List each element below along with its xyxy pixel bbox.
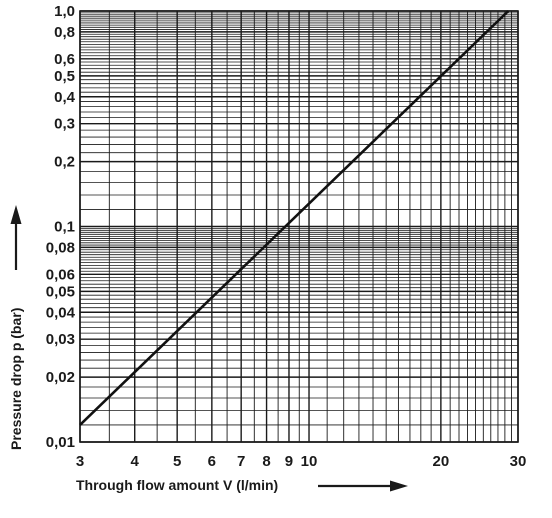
x-axis-label: Through flow amount V (l/min) <box>76 477 278 493</box>
x-tick-label: 6 <box>208 453 216 470</box>
x-tick-label: 4 <box>131 453 140 470</box>
x-tick-label: 5 <box>173 453 181 470</box>
series-layer <box>79 10 510 426</box>
x-tick-label: 20 <box>433 453 450 470</box>
y-tick-labels: 0,01 0,02 0,03 0,04 0,050,06 0,08 0,1 0,2 0,3 0,4… <box>46 3 76 451</box>
y-tick-label: 1,0 <box>54 3 75 20</box>
y-axis-arrow <box>10 205 22 270</box>
y-tick-label: 0,03 <box>46 331 75 348</box>
y-tick-label: 0,08 <box>46 239 75 256</box>
x-tick-label: 10 <box>301 453 318 470</box>
y-tick-label: 0,3 <box>54 116 75 133</box>
y-tick-label: 0,4 <box>54 89 76 106</box>
y-tick-label: 0,04 <box>46 304 76 321</box>
x-tick-label: 8 <box>262 453 270 470</box>
y-tick-label: 0,02 <box>46 369 75 386</box>
y-tick-label: 0,06 <box>46 266 75 283</box>
x-tick-label: 30 <box>510 453 527 470</box>
series-line-pressure-drop <box>79 10 510 426</box>
y-tick-label: 0,6 <box>54 51 75 68</box>
x-tick-label: 3 <box>76 453 84 470</box>
y-tick-label: 0,8 <box>54 24 75 41</box>
plot-frame <box>79 10 519 443</box>
y-tick-label: 0,5 <box>54 68 75 85</box>
y-tick-label: 0,1 <box>54 219 75 236</box>
y-tick-label: 0,05 <box>46 283 75 300</box>
grid-major <box>79 10 519 443</box>
x-axis-arrow <box>318 480 408 492</box>
y-axis-label: Pressure drop p (bar) <box>8 308 24 450</box>
x-tick-labels: 3 4 5 6 7 8 9 10 20 30 <box>76 453 527 470</box>
y-tick-label: 0,01 <box>46 434 75 451</box>
x-tick-label: 9 <box>285 453 293 470</box>
x-tick-label: 7 <box>237 453 245 470</box>
y-tick-label: 0,2 <box>54 154 75 171</box>
